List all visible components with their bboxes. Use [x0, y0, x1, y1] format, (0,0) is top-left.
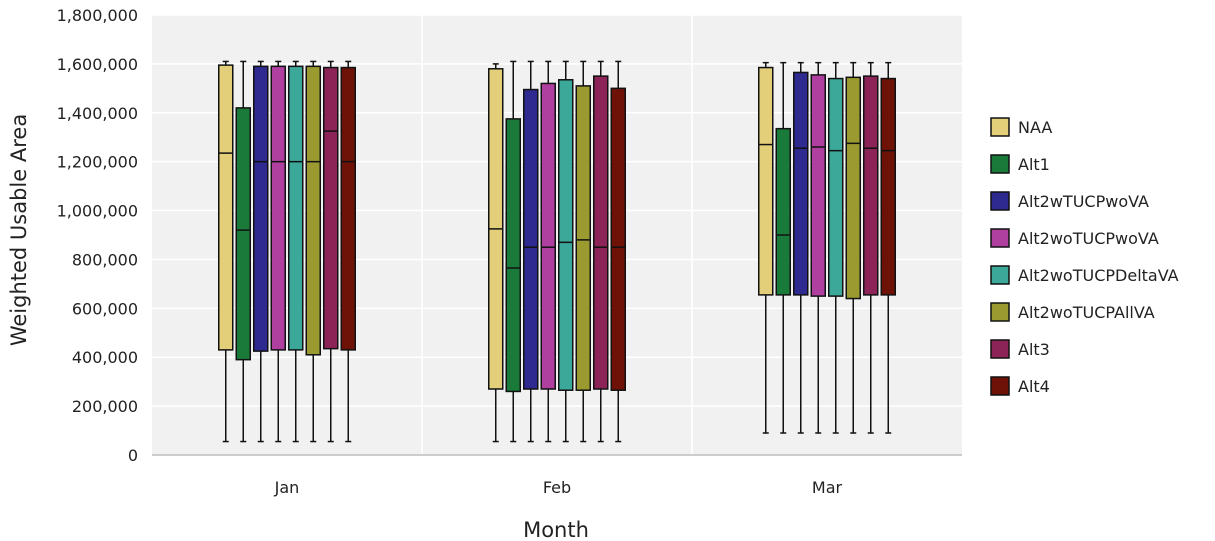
y-axis-title: Weighted Usable Area	[7, 114, 31, 346]
legend-item: Alt2woTUCPwoVA	[990, 228, 1159, 248]
x-tick-label-feb: Feb	[543, 478, 571, 497]
box	[218, 64, 234, 351]
series-naa	[218, 60, 774, 443]
legend-label: Alt2woTUCPAllVA	[1018, 303, 1155, 322]
series-alt3	[323, 60, 879, 443]
y-axis-ticks: 0 200,000 400,000 600,000 800,000 1,000,000 1,…	[57, 6, 138, 465]
x-axis-title: Month	[523, 518, 589, 541]
series-alt2wtucpwova	[253, 60, 809, 443]
legend-label: Alt3	[1018, 340, 1050, 359]
series-alt1	[235, 60, 791, 443]
legend-item: Alt1	[990, 154, 1050, 174]
box	[575, 85, 591, 391]
y-tick-label: 1,200,000	[57, 153, 138, 172]
y-tick-label: 1,800,000	[57, 6, 138, 25]
box	[558, 79, 574, 391]
legend-item: Alt2woTUCPDeltaVA	[990, 265, 1179, 285]
gridlines	[152, 14, 962, 455]
x-axis-ticks: Jan Feb Mar	[274, 478, 843, 497]
legend-swatch	[990, 376, 1010, 396]
legend-swatch	[990, 339, 1010, 359]
series-alt2wotucpallva	[305, 60, 861, 443]
legend-item: Alt3	[990, 339, 1050, 359]
legend-swatch	[990, 302, 1010, 322]
y-tick-label: 1,400,000	[57, 104, 138, 123]
box	[523, 88, 539, 390]
legend-label: Alt1	[1018, 155, 1050, 174]
box	[305, 65, 321, 356]
legend-swatch	[990, 228, 1010, 248]
box	[270, 65, 286, 351]
x-tick-label-mar: Mar	[812, 478, 843, 497]
legend-swatch	[990, 154, 1010, 174]
box	[288, 65, 304, 351]
series-alt2wotucpdeltava	[288, 60, 844, 443]
series-alt2wotucpwova	[270, 60, 826, 443]
legend-item: NAA	[990, 117, 1052, 137]
y-tick-label: 600,000	[72, 299, 138, 318]
box	[880, 77, 896, 296]
legend-swatch	[990, 117, 1010, 137]
legend-swatch	[990, 191, 1010, 211]
legend-label: Alt4	[1018, 377, 1050, 396]
box	[845, 76, 861, 300]
y-tick-label: 1,000,000	[57, 202, 138, 221]
box	[253, 65, 269, 352]
legend-label: NAA	[1018, 118, 1052, 137]
y-tick-label: 1,600,000	[57, 55, 138, 74]
box	[828, 77, 844, 297]
legend-label: Alt2wTUCPwoVA	[1018, 192, 1149, 211]
y-tick-label: 200,000	[72, 397, 138, 416]
box	[505, 118, 521, 393]
box	[540, 82, 556, 390]
plot-area	[152, 15, 962, 455]
box-series	[218, 60, 896, 443]
box	[610, 87, 626, 391]
legend-item: Alt2wTUCPwoVA	[990, 191, 1149, 211]
box	[235, 107, 251, 361]
box	[863, 75, 879, 296]
legend-label: Alt2woTUCPwoVA	[1018, 229, 1159, 248]
box	[810, 74, 826, 297]
y-tick-label: 0	[128, 446, 138, 465]
y-tick-label: 400,000	[72, 348, 138, 367]
box	[758, 66, 774, 296]
legend: NAA Alt1 Alt2wTUCPwoVA Alt2woTUCPwoVA Alt2wo…	[990, 117, 1179, 396]
legend-label: Alt2woTUCPDeltaVA	[1018, 266, 1179, 285]
box	[775, 127, 791, 296]
legend-item: Alt2woTUCPAllVA	[990, 302, 1155, 322]
y-tick-label: 800,000	[72, 250, 138, 269]
box	[340, 66, 356, 351]
series-alt4	[340, 60, 896, 443]
box	[323, 66, 339, 350]
box	[593, 75, 609, 390]
legend-swatch	[990, 265, 1010, 285]
legend-item: Alt4	[990, 376, 1050, 396]
x-tick-label-jan: Jan	[274, 478, 300, 497]
box	[793, 71, 809, 296]
